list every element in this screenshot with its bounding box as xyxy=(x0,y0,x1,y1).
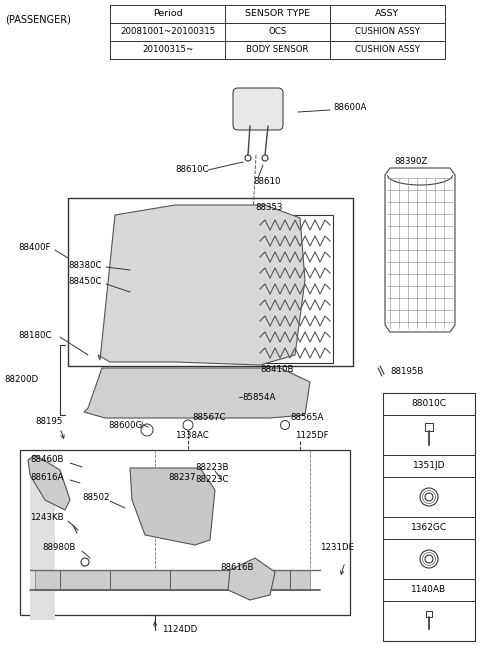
Text: 1243KB: 1243KB xyxy=(30,513,64,522)
Text: 1231DE: 1231DE xyxy=(320,543,354,552)
Polygon shape xyxy=(35,570,310,590)
Text: 1140AB: 1140AB xyxy=(411,586,446,594)
Circle shape xyxy=(230,394,236,400)
Polygon shape xyxy=(98,205,305,365)
Text: 88200D: 88200D xyxy=(4,375,38,385)
Polygon shape xyxy=(130,468,215,545)
Text: 88195: 88195 xyxy=(35,417,62,426)
Text: (PASSENGER): (PASSENGER) xyxy=(5,14,71,24)
Text: 88010C: 88010C xyxy=(411,400,446,409)
Text: 88223B: 88223B xyxy=(195,464,228,473)
Bar xyxy=(110,23,445,41)
Text: 88600G: 88600G xyxy=(108,421,142,430)
Text: 88565A: 88565A xyxy=(290,413,324,422)
Bar xyxy=(110,5,445,23)
Text: SENSOR TYPE: SENSOR TYPE xyxy=(245,10,310,18)
Text: 1362GC: 1362GC xyxy=(411,524,447,532)
Bar xyxy=(110,41,445,59)
Text: 88502: 88502 xyxy=(82,494,109,503)
Polygon shape xyxy=(385,168,455,332)
Text: 20100315~: 20100315~ xyxy=(142,46,193,54)
Text: BODY SENSOR: BODY SENSOR xyxy=(246,46,309,54)
Text: 88610: 88610 xyxy=(253,176,280,185)
Bar xyxy=(426,611,432,617)
Text: 88600A: 88600A xyxy=(333,103,366,112)
Text: 88353: 88353 xyxy=(255,202,283,212)
Text: 85854A: 85854A xyxy=(242,392,276,402)
FancyBboxPatch shape xyxy=(233,88,283,130)
Text: 20081001~20100315: 20081001~20100315 xyxy=(120,27,215,37)
Text: 88460B: 88460B xyxy=(30,456,63,464)
Text: ASSY: ASSY xyxy=(375,10,400,18)
Text: 88195B: 88195B xyxy=(390,368,423,377)
Text: 88237: 88237 xyxy=(168,473,195,481)
Text: 1124DD: 1124DD xyxy=(162,626,197,635)
Bar xyxy=(68,198,353,366)
Text: 88616B: 88616B xyxy=(220,564,253,573)
Text: 88223C: 88223C xyxy=(195,475,228,485)
Polygon shape xyxy=(228,558,275,600)
Text: 88980B: 88980B xyxy=(42,543,75,552)
Text: 88400F: 88400F xyxy=(18,244,50,253)
Circle shape xyxy=(245,155,251,161)
Bar xyxy=(383,393,475,641)
Polygon shape xyxy=(30,458,55,620)
Text: 88390Z: 88390Z xyxy=(394,157,427,167)
Text: 88567C: 88567C xyxy=(192,413,226,422)
Text: 88616A: 88616A xyxy=(30,473,63,481)
Circle shape xyxy=(227,391,239,403)
Text: 88450C: 88450C xyxy=(68,278,101,287)
Bar xyxy=(20,450,350,615)
Text: 1351JD: 1351JD xyxy=(413,462,445,471)
Text: Period: Period xyxy=(153,10,182,18)
Text: 1338AC: 1338AC xyxy=(175,432,209,441)
Text: 88410B: 88410B xyxy=(260,366,293,375)
Polygon shape xyxy=(84,368,310,418)
Text: 88180C: 88180C xyxy=(18,330,51,340)
Bar xyxy=(425,423,433,431)
Text: 88610C: 88610C xyxy=(175,165,208,174)
Circle shape xyxy=(262,155,268,161)
Text: 88380C: 88380C xyxy=(68,261,101,270)
Polygon shape xyxy=(28,455,70,510)
Bar xyxy=(258,215,333,363)
Text: CUSHION ASSY: CUSHION ASSY xyxy=(355,27,420,37)
Text: 1125DF: 1125DF xyxy=(295,432,329,441)
Text: OCS: OCS xyxy=(268,27,287,37)
Text: CUSHION ASSY: CUSHION ASSY xyxy=(355,46,420,54)
